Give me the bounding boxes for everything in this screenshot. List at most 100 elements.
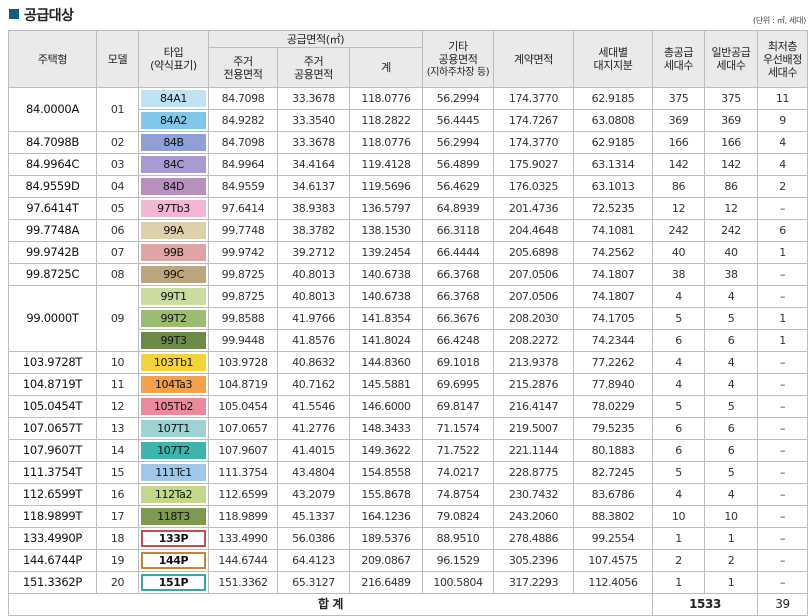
- col-total-units-line2: 세대수: [663, 59, 694, 72]
- cell-shared-area: 39.2712: [277, 241, 350, 264]
- cell-subtotal: 141.8354: [349, 307, 423, 330]
- cell-land-share: 63.1314: [573, 153, 653, 176]
- cell-lowest-floor: –: [757, 285, 808, 308]
- table-body: 84.0000A 01 84A1 84.7098 33.3678 118.0776 56.2…: [8, 87, 808, 594]
- cell-lowest-floor: –: [757, 373, 808, 396]
- type-color-badge: 104Ta3: [141, 376, 206, 393]
- cell-exclusive-area: 84.9559: [208, 175, 278, 198]
- cell-housing-type: 118.9899T: [8, 505, 97, 528]
- cell-total-units: 4: [652, 483, 705, 506]
- cell-type-abbrev: 84B: [138, 131, 209, 154]
- col-lowest-line3: 세대수: [767, 65, 798, 79]
- cell-shared-area: 33.3678: [277, 131, 350, 154]
- type-color-badge: 99T2: [141, 310, 206, 327]
- cell-model: 09: [96, 285, 139, 352]
- cell-land-share: 62.9185: [573, 131, 653, 154]
- cell-general-units: 10: [704, 505, 758, 528]
- cell-model: 13: [96, 417, 139, 440]
- table-row: 99T2 99.8588 41.9766 141.8354 66.3676 208.203…: [9, 307, 808, 330]
- cell-land-share: 80.1883: [573, 439, 653, 462]
- cell-general-units: 4: [704, 351, 758, 374]
- col-general-line1: 일반공급: [711, 46, 751, 59]
- cell-exclusive-area: 107.9607: [208, 439, 278, 462]
- col-type-abbrev: 타입 (약식표기): [138, 30, 209, 88]
- table-footer: 합 계 1533 39: [8, 593, 808, 616]
- cell-model: 06: [96, 219, 139, 242]
- cell-lowest-floor: 6: [757, 219, 808, 242]
- cell-exclusive-area: 111.3754: [208, 461, 278, 484]
- cell-exclusive-area: 99.8588: [208, 307, 278, 330]
- cell-type-abbrev: 133P: [138, 527, 209, 550]
- type-color-badge: 99T1: [141, 288, 206, 305]
- cell-lowest-floor: 9: [757, 109, 808, 132]
- cell-total-units: 4: [652, 351, 705, 374]
- cell-exclusive-area: 103.9728: [208, 351, 278, 374]
- cell-exclusive-area: 99.8725: [208, 285, 278, 308]
- cell-exclusive-area: 84.9964: [208, 153, 278, 176]
- cell-subtotal: 118.0776: [349, 87, 423, 110]
- title-square-icon: [9, 9, 19, 19]
- table-row: 84.0000A 01 84A1 84.7098 33.3678 118.0776 56.2…: [8, 87, 808, 132]
- cell-shared-area: 34.6137: [277, 175, 350, 198]
- cell-lowest-floor: 2: [757, 175, 808, 198]
- col-shared-line1: 주거: [303, 54, 324, 68]
- col-housing-type: 주택형: [8, 30, 97, 88]
- cell-lowest-floor: –: [757, 527, 808, 550]
- col-general-units: 일반공급 세대수: [704, 30, 758, 88]
- cell-land-share: 72.5235: [573, 197, 653, 220]
- cell-type-abbrev: 144P: [138, 549, 209, 572]
- type-color-badge: 99A: [141, 222, 206, 239]
- col-type-abbrev-line2: (약식표기): [150, 59, 197, 72]
- cell-subtotal: 144.8360: [349, 351, 423, 374]
- cell-shared-area: 56.0386: [277, 527, 350, 550]
- cell-subtotal: 164.1236: [349, 505, 423, 528]
- table-header: 주택형 모델 타입 (약식표기) 공급면적(㎡) 기타 공용면적 (지하주차장 …: [8, 30, 808, 88]
- cell-contract-area: 243.2060: [493, 505, 574, 528]
- cell-land-share: 63.1013: [573, 175, 653, 198]
- page-title: 공급대상: [24, 8, 74, 24]
- cell-lowest-floor: 4: [757, 153, 808, 176]
- table-row: 112.6599T 16 112Ta2 112.6599 43.2079 155.8678…: [8, 483, 808, 506]
- cell-model: 19: [96, 549, 139, 572]
- cell-total-units: 4: [652, 285, 705, 308]
- col-lowest-line1: 최저층: [767, 39, 798, 53]
- cell-type-abbrev: 151P: [138, 571, 209, 594]
- cell-subtotal: 136.5797: [349, 197, 423, 220]
- cell-land-share: 74.1807: [573, 285, 653, 308]
- cell-exclusive-area: 84.7098: [208, 87, 278, 110]
- table-row: 104.8719T 11 104Ta3 104.8719 40.7162 145.5881…: [8, 373, 808, 396]
- cell-general-units: 166: [704, 131, 758, 154]
- cell-land-share: 107.4575: [573, 549, 653, 572]
- table-row: 103.9728T 10 103Tb1 103.9728 40.8632 144.8360…: [8, 351, 808, 374]
- table-row: 151.3362P 20 151P 151.3362 65.3127 216.6489 10…: [8, 571, 808, 594]
- cell-housing-type: 105.0454T: [8, 395, 97, 418]
- cell-subtotal: 148.3433: [349, 417, 423, 440]
- cell-other-shared: 66.3768: [422, 263, 494, 286]
- cell-land-share: 74.1705: [573, 307, 653, 330]
- cell-total-units: 2: [652, 549, 705, 572]
- cell-contract-area: 219.5007: [493, 417, 574, 440]
- col-model: 모델: [96, 30, 139, 88]
- cell-lowest-floor: –: [757, 417, 808, 440]
- cell-housing-type: 99.7748A: [8, 219, 97, 242]
- cell-model: 14: [96, 439, 139, 462]
- cell-lowest-floor: –: [757, 505, 808, 528]
- cell-housing-type: 84.9964C: [8, 153, 97, 176]
- cell-type-abbrev: 99B: [138, 241, 209, 264]
- type-color-badge: 84A1: [141, 90, 206, 107]
- cell-subtotal: 145.5881: [349, 373, 423, 396]
- cell-type-abbrev: 118T3: [138, 505, 209, 528]
- cell-contract-area: 213.9378: [493, 351, 574, 374]
- cell-shared-area: 38.9383: [277, 197, 350, 220]
- col-land-line1: 세대별: [598, 46, 628, 59]
- cell-contract-area: 207.0506: [493, 285, 574, 308]
- cell-other-shared: 64.8939: [422, 197, 494, 220]
- table-row: 107.9607T 14 107T2 107.9607 41.4015 149.3622 7…: [8, 439, 808, 462]
- cell-shared-area: 43.4804: [277, 461, 350, 484]
- cell-shared-area: 40.8013: [277, 263, 350, 286]
- cell-total-units: 6: [652, 329, 705, 352]
- cell-contract-area: 228.8775: [493, 461, 574, 484]
- cell-general-units: 6: [704, 439, 758, 462]
- cell-total-units: 5: [652, 461, 705, 484]
- cell-general-units: 4: [704, 373, 758, 396]
